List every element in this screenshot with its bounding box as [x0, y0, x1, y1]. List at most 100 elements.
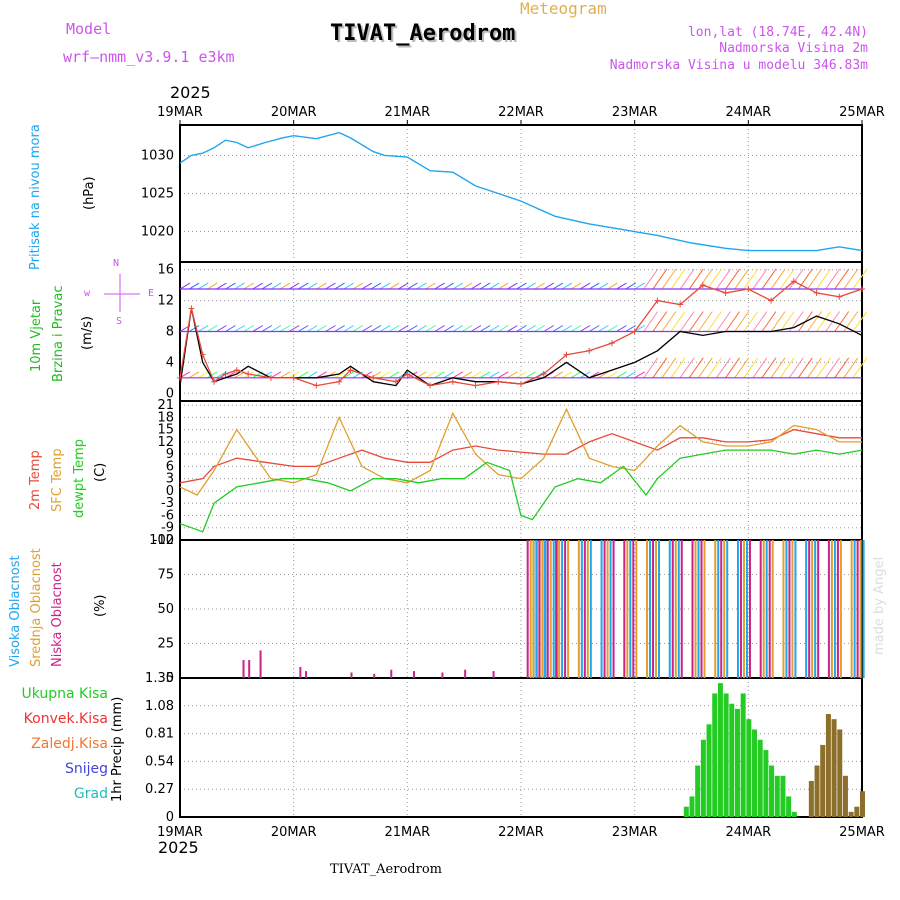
wind-barb: [670, 268, 686, 290]
precip-bar: [769, 765, 775, 817]
wind-barb: [561, 282, 573, 290]
cloud-bar: [691, 540, 694, 678]
wind-barb: [488, 282, 500, 290]
wind-gust-marker: [233, 367, 240, 374]
wind-barb: [816, 268, 831, 290]
wind-gust-marker: [313, 382, 320, 389]
y-tick-label: 15: [157, 423, 174, 438]
wind-barb: [607, 282, 618, 290]
wind-barb: [425, 282, 436, 290]
cloud-bar: [811, 540, 814, 678]
y-tick-label: 3: [166, 472, 174, 487]
precip-bar: [860, 791, 865, 817]
y-tick-label: 9: [166, 447, 174, 462]
cloud-bar: [717, 540, 720, 678]
wind-barb: [370, 371, 382, 379]
wind-barb: [352, 282, 364, 290]
wind-barb: [388, 371, 400, 379]
wind-barb: [461, 282, 473, 290]
wind-barb: [834, 357, 850, 379]
wind-barb: [279, 282, 291, 290]
wind-barb: [779, 311, 795, 332]
year-top: 2025: [170, 83, 211, 102]
cloud-bar: [785, 540, 788, 678]
cloud-bar: [373, 673, 376, 678]
wind-barb: [525, 282, 536, 290]
cloud-bar: [612, 540, 615, 678]
wind-barb: [552, 371, 564, 379]
wind-gust-marker: [813, 289, 820, 296]
precip-grad-label: Grad: [73, 786, 108, 802]
compass-w: w: [84, 288, 91, 299]
wind-barb: [470, 325, 482, 332]
wind-barb: [697, 311, 713, 332]
wind-barb: [643, 311, 659, 332]
lonlat: lon,lat (18.74E, 42.4N): [687, 25, 868, 40]
wind-barb: [843, 357, 859, 379]
cloud-bar: [564, 540, 567, 678]
wind-barb: [779, 357, 795, 379]
wind-barb: [297, 325, 309, 332]
wind-barb: [379, 371, 391, 379]
wind-barb: [716, 311, 731, 332]
wind-barb: [325, 282, 336, 290]
wind-barb: [770, 357, 786, 379]
precip-bar: [780, 775, 786, 817]
wind-barb: [225, 282, 236, 290]
wind-barb: [570, 282, 582, 290]
wind-barb: [616, 371, 627, 379]
wind-barb: [216, 325, 227, 332]
wind-barb: [243, 282, 254, 290]
wind-barb: [207, 371, 218, 379]
y-tick-label: 12: [157, 294, 174, 309]
wind-barb: [743, 357, 759, 379]
wind-barb: [470, 371, 482, 379]
cloud-bar: [805, 540, 808, 678]
cloud-bar: [492, 671, 495, 678]
precip-bar: [723, 693, 729, 817]
y-tick-label: -6: [161, 508, 174, 523]
cloud-bar: [535, 540, 538, 678]
wind-barb: [261, 325, 273, 332]
wind-barb: [570, 325, 582, 332]
cloud-bar: [529, 540, 532, 678]
wind-gust-marker: [245, 370, 252, 377]
y-tick-label: 8: [166, 325, 174, 340]
cloud-bar: [833, 540, 836, 678]
cloud-bar: [759, 540, 762, 678]
wind-barb: [288, 282, 300, 290]
wind-barb: [516, 325, 527, 332]
year-bottom: 2025: [158, 838, 199, 857]
wind-barb: [225, 325, 236, 332]
cloud-bar: [703, 540, 706, 678]
y-tick-label: 0.54: [145, 754, 174, 769]
cloud-bar: [742, 540, 745, 678]
cloud-bar: [538, 540, 541, 678]
y-tick-label: 0.81: [145, 727, 174, 742]
wind-barb: [434, 282, 445, 290]
wind-barb: [670, 357, 686, 379]
wind-barb: [316, 325, 327, 332]
cloud-bar: [350, 672, 353, 678]
wind-barb: [616, 282, 627, 290]
x-tick-label-bottom: 21MAR: [384, 825, 430, 840]
wind-barb: [443, 371, 454, 379]
wind-barb: [734, 268, 750, 290]
precip-bar: [831, 719, 837, 817]
wind-barb: [307, 325, 318, 332]
wind-barb: [343, 371, 354, 379]
wind-barb: [625, 325, 636, 332]
wind-barb: [416, 325, 427, 332]
wind-barb: [525, 325, 536, 332]
cloud-bar: [765, 540, 768, 678]
wind-barb: [297, 282, 309, 290]
cloud-bar: [248, 660, 251, 678]
cloud-bar: [626, 540, 629, 678]
y-tick-label: 75: [157, 568, 174, 583]
cloud-bar: [464, 669, 467, 678]
wind-barb: [288, 325, 300, 332]
wind-gust-marker: [790, 278, 797, 285]
wind-barb: [707, 357, 722, 379]
wind-barb: [598, 282, 609, 290]
